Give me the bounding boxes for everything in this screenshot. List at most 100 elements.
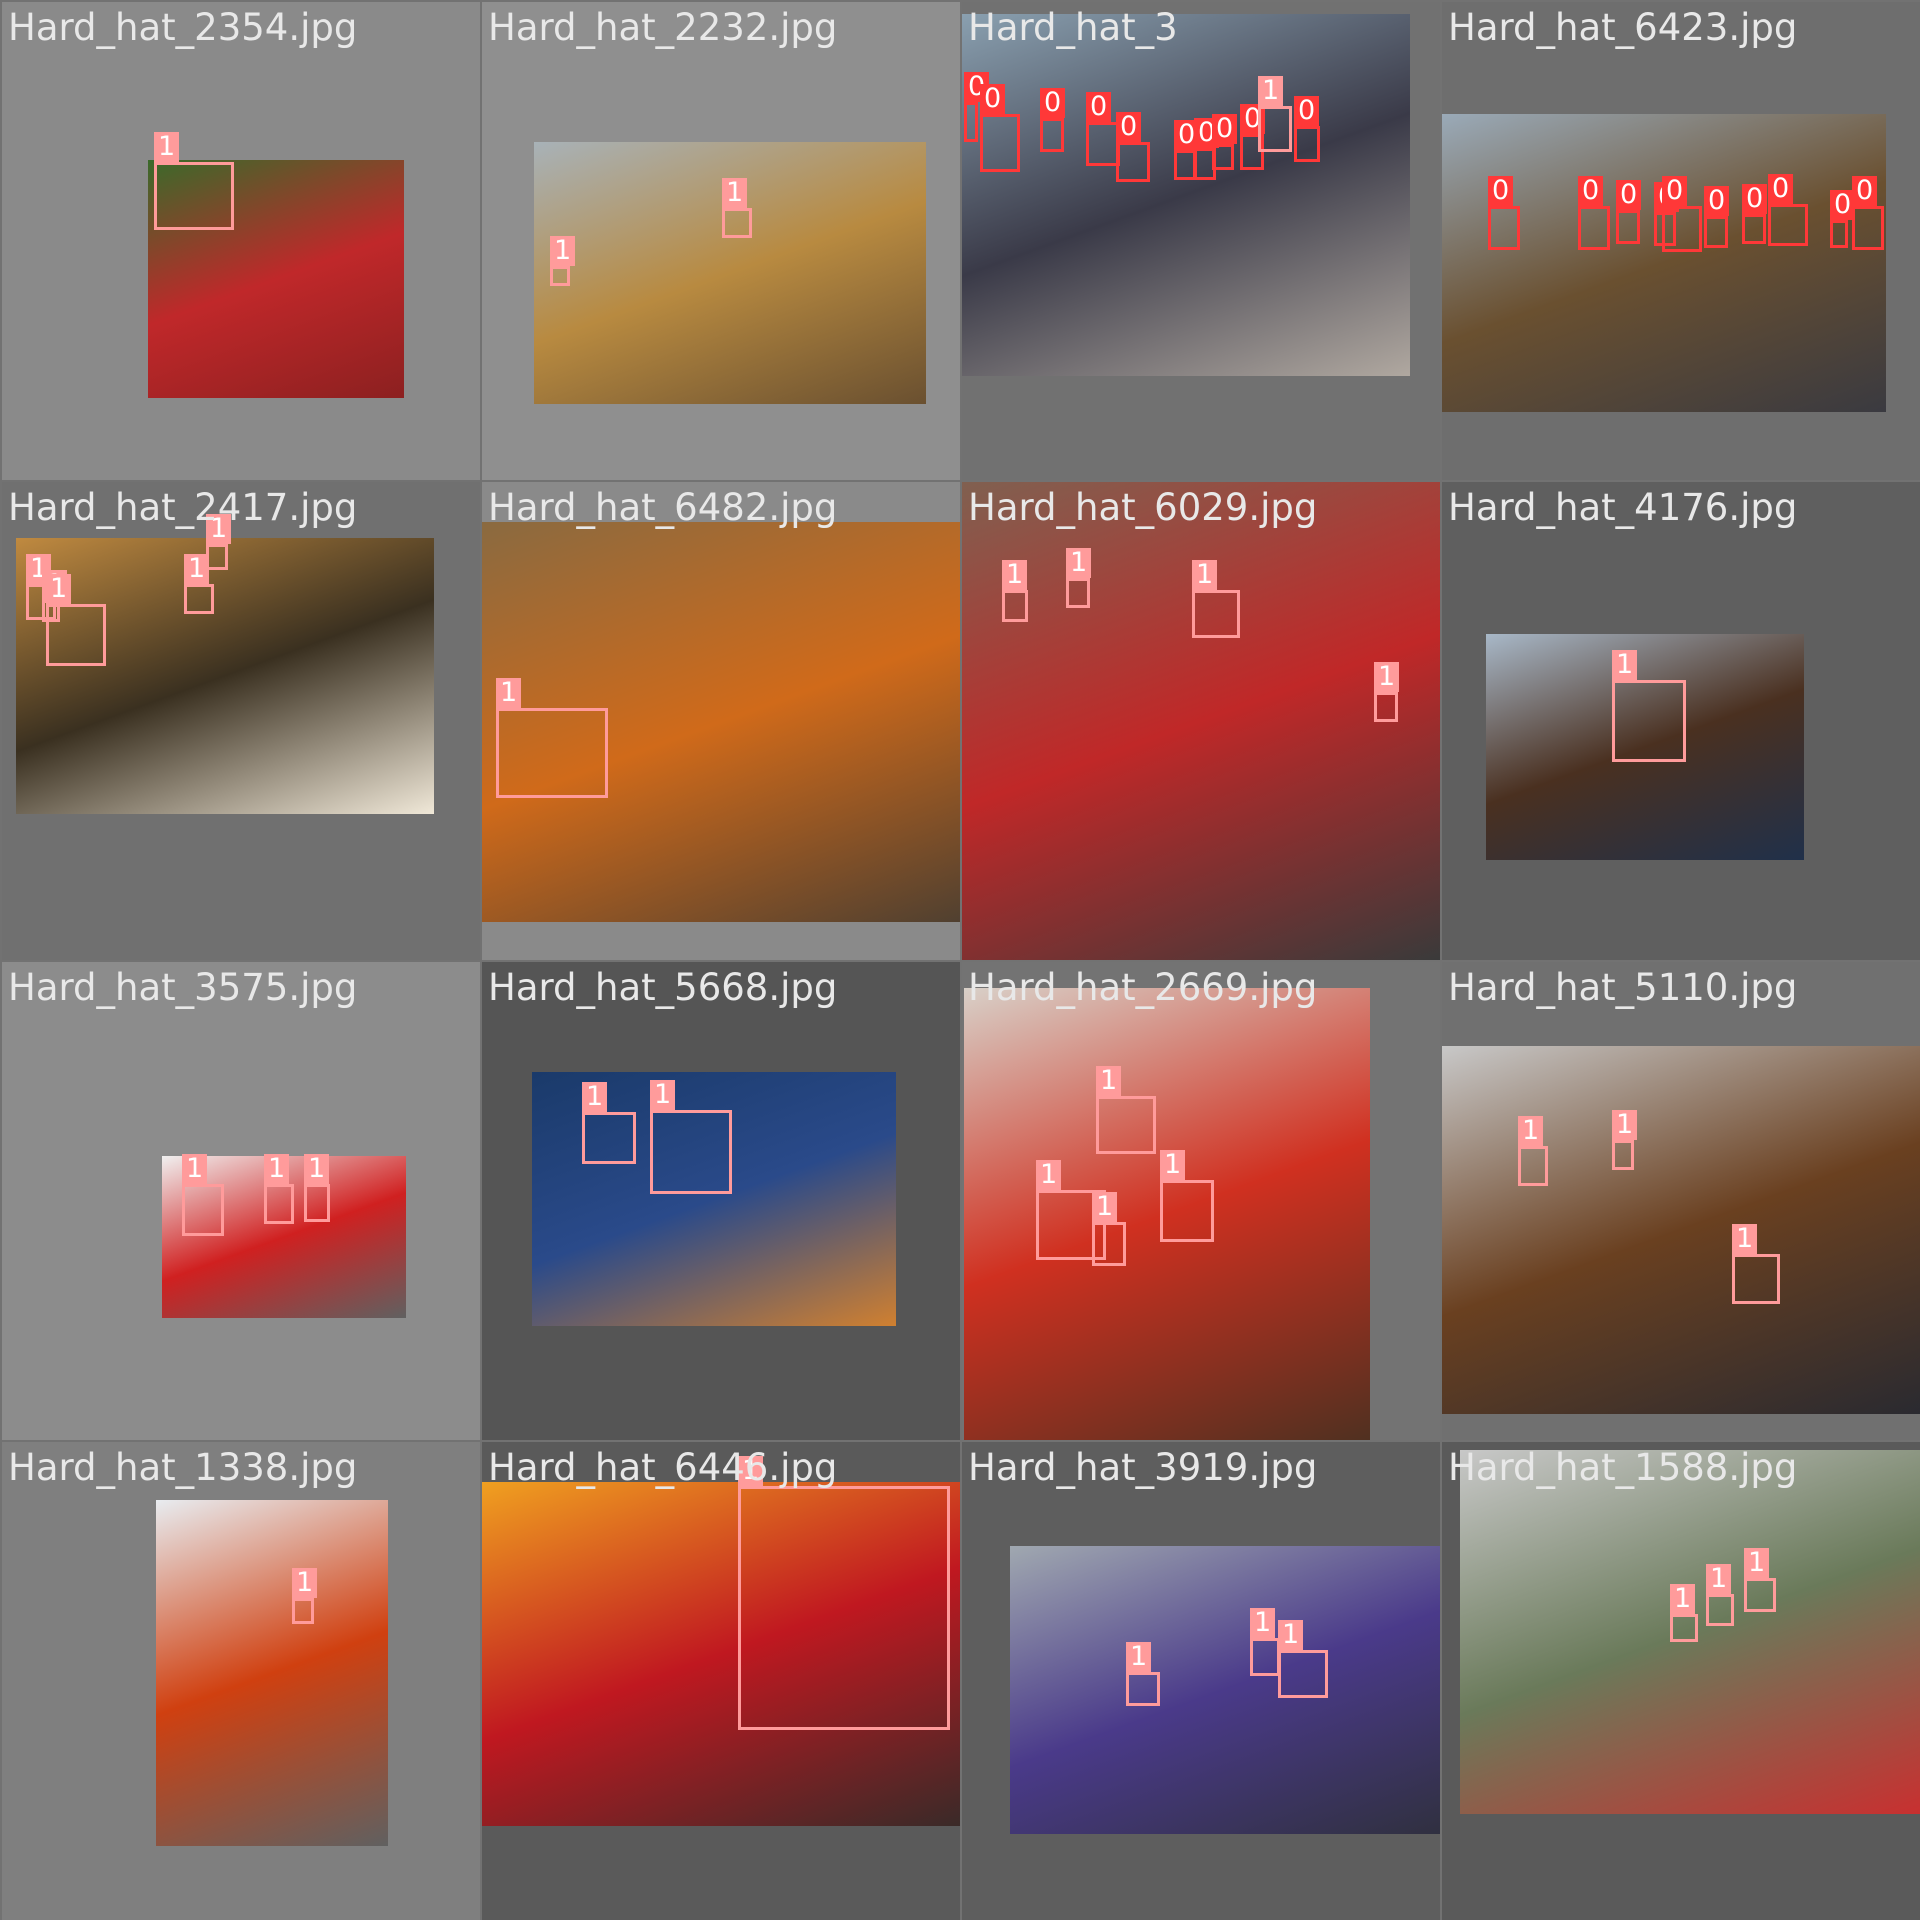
image-filename: Hard_hat_3575.jpg: [8, 966, 358, 1009]
bbox-class-1: [154, 162, 234, 230]
image-filename: Hard_hat_2669.jpg: [968, 966, 1318, 1009]
class-label: 1: [650, 1080, 676, 1110]
bbox-class-0: [1578, 206, 1610, 250]
class-label: 1: [304, 1154, 330, 1184]
bbox-class-1: [1066, 578, 1090, 608]
class-label: 1: [1096, 1066, 1122, 1096]
photo: [1460, 1450, 1920, 1814]
class-label: 1: [738, 1456, 764, 1486]
bbox-class-0: [980, 114, 1020, 172]
image-tile: 1 Hard_hat_6482.jpg: [482, 482, 960, 960]
class-label: 1: [1192, 560, 1218, 590]
bbox-class-0: [964, 102, 978, 142]
class-label: 0: [1488, 176, 1514, 206]
bbox-class-1: [264, 1184, 294, 1224]
image-tile: 1 Hard_hat_6446.jpg: [482, 1442, 960, 1920]
bbox-class-1: [1258, 106, 1292, 152]
class-label: 1: [1066, 548, 1092, 578]
bbox-class-0: [1174, 150, 1196, 180]
image-filename: Hard_hat_6446.jpg: [488, 1446, 838, 1489]
bbox-class-1: [496, 708, 608, 798]
class-label: 1: [1160, 1150, 1186, 1180]
class-label: 1: [1706, 1564, 1732, 1594]
class-label: 1: [1250, 1608, 1276, 1638]
bbox-class-1: [582, 1112, 636, 1164]
bbox-class-0: [1040, 118, 1064, 152]
image-filename: Hard_hat_5668.jpg: [488, 966, 838, 1009]
class-label: 1: [1612, 1110, 1638, 1140]
class-label: 1: [1036, 1160, 1062, 1190]
image-filename: Hard_hat_2354.jpg: [8, 6, 358, 49]
bbox-class-1: [1192, 590, 1240, 638]
bbox-class-1: [1612, 1140, 1634, 1170]
image-filename: Hard_hat_2417.jpg: [8, 486, 358, 529]
image-tile: 1 1 Hard_hat_2232.jpg: [482, 2, 960, 480]
class-label: 1: [1744, 1548, 1770, 1578]
class-label: 1: [182, 1154, 208, 1184]
bbox-class-1: [1160, 1180, 1214, 1242]
class-label: 1: [1670, 1584, 1696, 1614]
photo: [482, 522, 960, 922]
class-label: 1: [184, 554, 210, 584]
class-label: 1: [1732, 1224, 1758, 1254]
bbox-class-1: [1278, 1650, 1328, 1698]
image-filename: Hard_hat_6423.jpg: [1448, 6, 1798, 49]
bbox-class-1: [206, 544, 228, 570]
photo: [1010, 1546, 1440, 1834]
bbox-class-0: [1488, 206, 1520, 250]
bbox-class-1: [1126, 1672, 1160, 1706]
bbox-class-1: [1706, 1594, 1734, 1626]
image-filename: Hard_hat_3: [968, 6, 1178, 49]
image-filename: Hard_hat_3919.jpg: [968, 1446, 1318, 1489]
image-filename: Hard_hat_1588.jpg: [1448, 1446, 1798, 1489]
image-tile: 0000000000Hard_hat_6423.jpg: [1442, 2, 1920, 480]
photo: [156, 1500, 388, 1846]
bbox-class-1: [1612, 680, 1686, 762]
class-label: 1: [722, 178, 748, 208]
class-label: 1: [496, 678, 522, 708]
bbox-class-1: [184, 584, 214, 614]
class-label: 0: [1086, 92, 1112, 122]
image-tile: 1 1 1 Hard_hat_5110.jpg: [1442, 962, 1920, 1440]
class-label: 0: [1830, 190, 1856, 220]
photo: [1442, 114, 1886, 412]
class-label: 0: [1852, 176, 1878, 206]
class-label: 0: [1742, 184, 1768, 214]
class-label: 1: [1126, 1642, 1152, 1672]
bbox-class-0: [1830, 220, 1848, 248]
bbox-class-1: [304, 1184, 330, 1222]
class-label: 0: [1662, 176, 1688, 206]
bbox-class-1: [738, 1486, 950, 1730]
bbox-class-0: [1616, 210, 1640, 244]
class-label: 0: [980, 84, 1006, 114]
class-label: 0: [1616, 180, 1642, 210]
image-tile: 1 1 1 1 Hard_hat_2669.jpg: [962, 962, 1440, 1440]
image-tile: 1 1 1 1 Hard_hat_6029.jpg: [962, 482, 1440, 960]
class-label: 0: [1768, 174, 1794, 204]
image-tile: 11111Hard_hat_2417.jpg: [2, 482, 480, 960]
class-label: 0: [1040, 88, 1066, 118]
bbox-class-0: [1116, 142, 1150, 182]
class-label: 1: [1002, 560, 1028, 590]
bbox-class-1: [292, 1598, 314, 1624]
bbox-class-0: [1662, 206, 1702, 252]
image-filename: Hard_hat_4176.jpg: [1448, 486, 1798, 529]
bbox-class-0: [1654, 212, 1676, 246]
class-label: 1: [1518, 1116, 1544, 1146]
bbox-class-1: [1036, 1190, 1106, 1260]
photo: [964, 988, 1370, 1440]
photo: [962, 14, 1410, 376]
class-label: 1: [206, 514, 232, 544]
class-label: 0: [1578, 176, 1604, 206]
bbox-class-1: [1744, 1578, 1776, 1612]
class-label: 1: [154, 132, 180, 162]
bbox-class-1: [1374, 692, 1398, 722]
photo: [1486, 634, 1804, 860]
bbox-class-1: [1250, 1638, 1280, 1676]
bbox-class-0: [1852, 206, 1884, 250]
class-label: 1: [1258, 76, 1284, 106]
class-label: 1: [550, 236, 576, 266]
image-tile: 1 Hard_hat_1338.jpg: [2, 1442, 480, 1920]
class-label: 1: [582, 1082, 608, 1112]
bbox-class-0: [1704, 216, 1728, 248]
